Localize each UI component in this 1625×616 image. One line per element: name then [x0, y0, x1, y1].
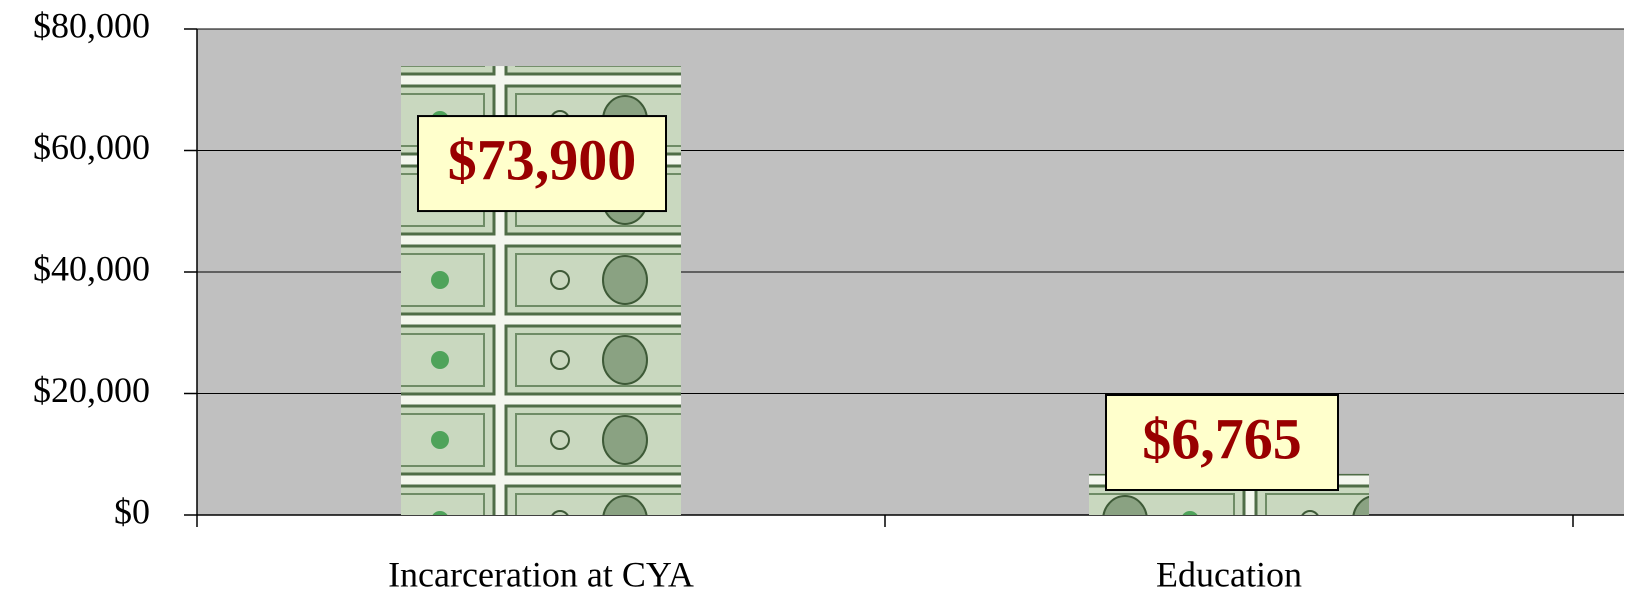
y-tick-label: $20,000	[33, 370, 150, 410]
value-label: $6,765	[1142, 406, 1302, 471]
y-tick-label: $40,000	[33, 248, 150, 288]
value-label: $73,900	[448, 127, 637, 192]
y-tick-label: $0	[114, 491, 150, 531]
value-label-box	[417, 115, 667, 213]
x-tick-label: Education	[1156, 554, 1302, 594]
value-label-box	[1105, 394, 1339, 491]
x-tick-label: Incarceration at CYA	[388, 554, 694, 594]
y-tick-label: $80,000	[33, 5, 150, 45]
y-tick-label: $60,000	[33, 127, 150, 167]
